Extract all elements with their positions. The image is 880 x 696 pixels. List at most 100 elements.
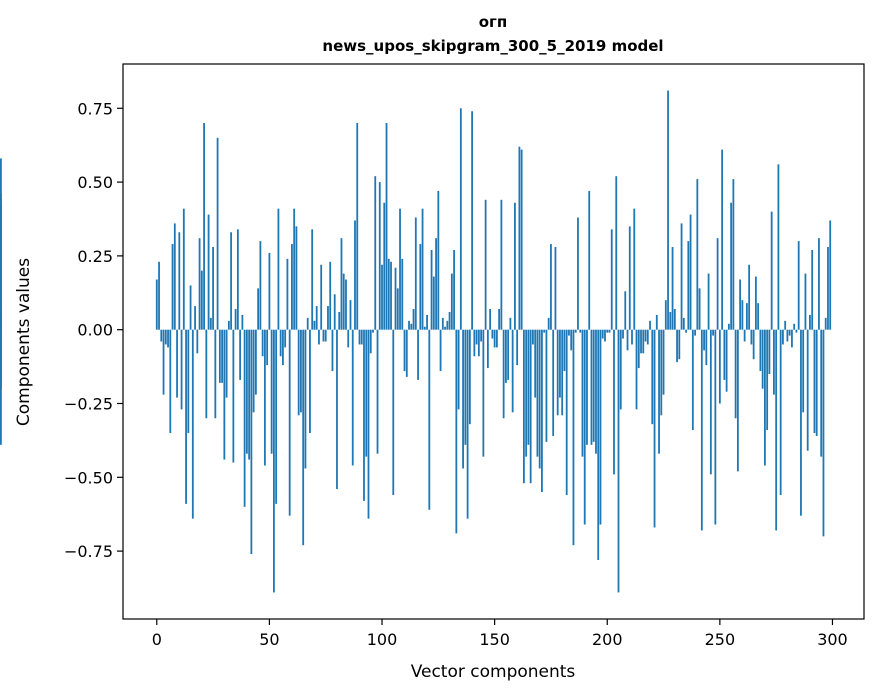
bar-161 [518, 146, 521, 330]
bar-170 [538, 329, 541, 469]
bar-204 [615, 176, 618, 330]
bar-230 [673, 309, 676, 330]
bar-81 [338, 311, 341, 330]
bar-25 [212, 247, 214, 330]
bar-299 [829, 220, 832, 330]
bar-298 [827, 247, 829, 330]
bar-186 [574, 329, 577, 333]
bar-254 [727, 323, 730, 330]
bar-281 [788, 329, 791, 336]
bar-55 [279, 329, 282, 357]
bar-92 [363, 329, 365, 501]
bar-280 [786, 329, 789, 342]
bar-1 [158, 261, 160, 330]
bar-132 [453, 249, 455, 330]
bar-271 [766, 329, 769, 431]
bar-134 [457, 329, 460, 410]
bar-108 [399, 208, 401, 330]
bar-278 [782, 329, 784, 345]
bar-11 [180, 329, 183, 410]
bar-253 [725, 329, 728, 392]
bar-29 [221, 329, 223, 383]
bar-140 [471, 111, 473, 330]
bar-247 [712, 329, 714, 336]
bar-224 [660, 329, 663, 416]
bar-294 [818, 238, 820, 330]
y-tick-label: 0.75 [77, 99, 113, 118]
bar-0 [155, 279, 158, 330]
bar-220 [651, 329, 654, 425]
bar-164 [525, 329, 528, 457]
bar-277 [779, 329, 782, 496]
bar-289 [806, 329, 809, 451]
bar-128 [444, 326, 446, 330]
bar-276 [777, 164, 780, 330]
x-tick-label: 300 [817, 630, 848, 649]
bar-235 [685, 329, 687, 333]
bar-270 [764, 329, 766, 466]
bar-297 [824, 317, 827, 330]
bar-93 [365, 329, 368, 457]
bar-80 [336, 329, 338, 490]
bar-67 [306, 317, 309, 330]
bar-61 [293, 208, 296, 330]
bar-291 [811, 249, 814, 330]
bar-169 [536, 329, 539, 457]
bar-106 [394, 267, 397, 330]
bar-141 [473, 329, 476, 357]
bar-157 [509, 317, 512, 330]
bar-212 [633, 208, 636, 330]
bar-292 [813, 329, 816, 434]
bar-72 [318, 329, 320, 345]
bar-222 [655, 314, 658, 330]
bar-17 [194, 306, 196, 330]
bar-86 [349, 300, 352, 330]
bar-216 [642, 329, 645, 354]
bar-180 [561, 329, 564, 416]
bar-121 [428, 329, 431, 510]
bar-135 [459, 108, 462, 330]
bar-205 [617, 329, 620, 593]
bar-257 [734, 329, 737, 419]
bar-43 [252, 329, 255, 413]
bar-166 [529, 329, 532, 484]
bar-213 [635, 329, 638, 410]
bar-137 [464, 329, 467, 445]
bar-210 [628, 226, 631, 330]
bar-113 [410, 323, 413, 330]
bar-288 [804, 273, 807, 330]
y-tick-label: 0.50 [77, 173, 113, 192]
bar-182 [565, 329, 568, 496]
bar-112 [408, 320, 410, 330]
bar-13 [185, 329, 187, 504]
y-tick-label: −0.75 [64, 542, 113, 561]
bar-173 [545, 329, 548, 442]
bar-196 [597, 329, 600, 560]
bar-78 [331, 329, 334, 372]
bar-293 [815, 329, 818, 436]
bar-77 [329, 261, 332, 330]
bar-45 [257, 288, 260, 330]
bar-158 [511, 329, 514, 413]
bar-285 [797, 241, 800, 330]
bar-189 [581, 329, 584, 457]
bar-203 [613, 329, 615, 475]
bar-208 [624, 291, 627, 330]
bar-126 [439, 329, 442, 372]
bar-39 [243, 329, 246, 507]
bar-229 [671, 247, 674, 330]
bar-56 [282, 329, 284, 366]
bar-217 [644, 329, 647, 342]
y-tick-label: −0.50 [64, 468, 113, 487]
bar-36 [236, 229, 239, 330]
bar-97 [374, 176, 377, 330]
bar-114 [412, 309, 415, 330]
bar-273 [770, 211, 773, 330]
bar-44 [254, 329, 257, 395]
bar-153 [500, 199, 503, 330]
y-tick-label: 0.25 [77, 247, 113, 266]
bar-21 [203, 123, 205, 330]
bar-41 [248, 329, 251, 460]
bar-234 [682, 317, 685, 330]
bar-190 [583, 329, 586, 525]
